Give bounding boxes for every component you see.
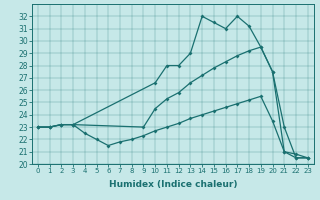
X-axis label: Humidex (Indice chaleur): Humidex (Indice chaleur) <box>108 180 237 189</box>
